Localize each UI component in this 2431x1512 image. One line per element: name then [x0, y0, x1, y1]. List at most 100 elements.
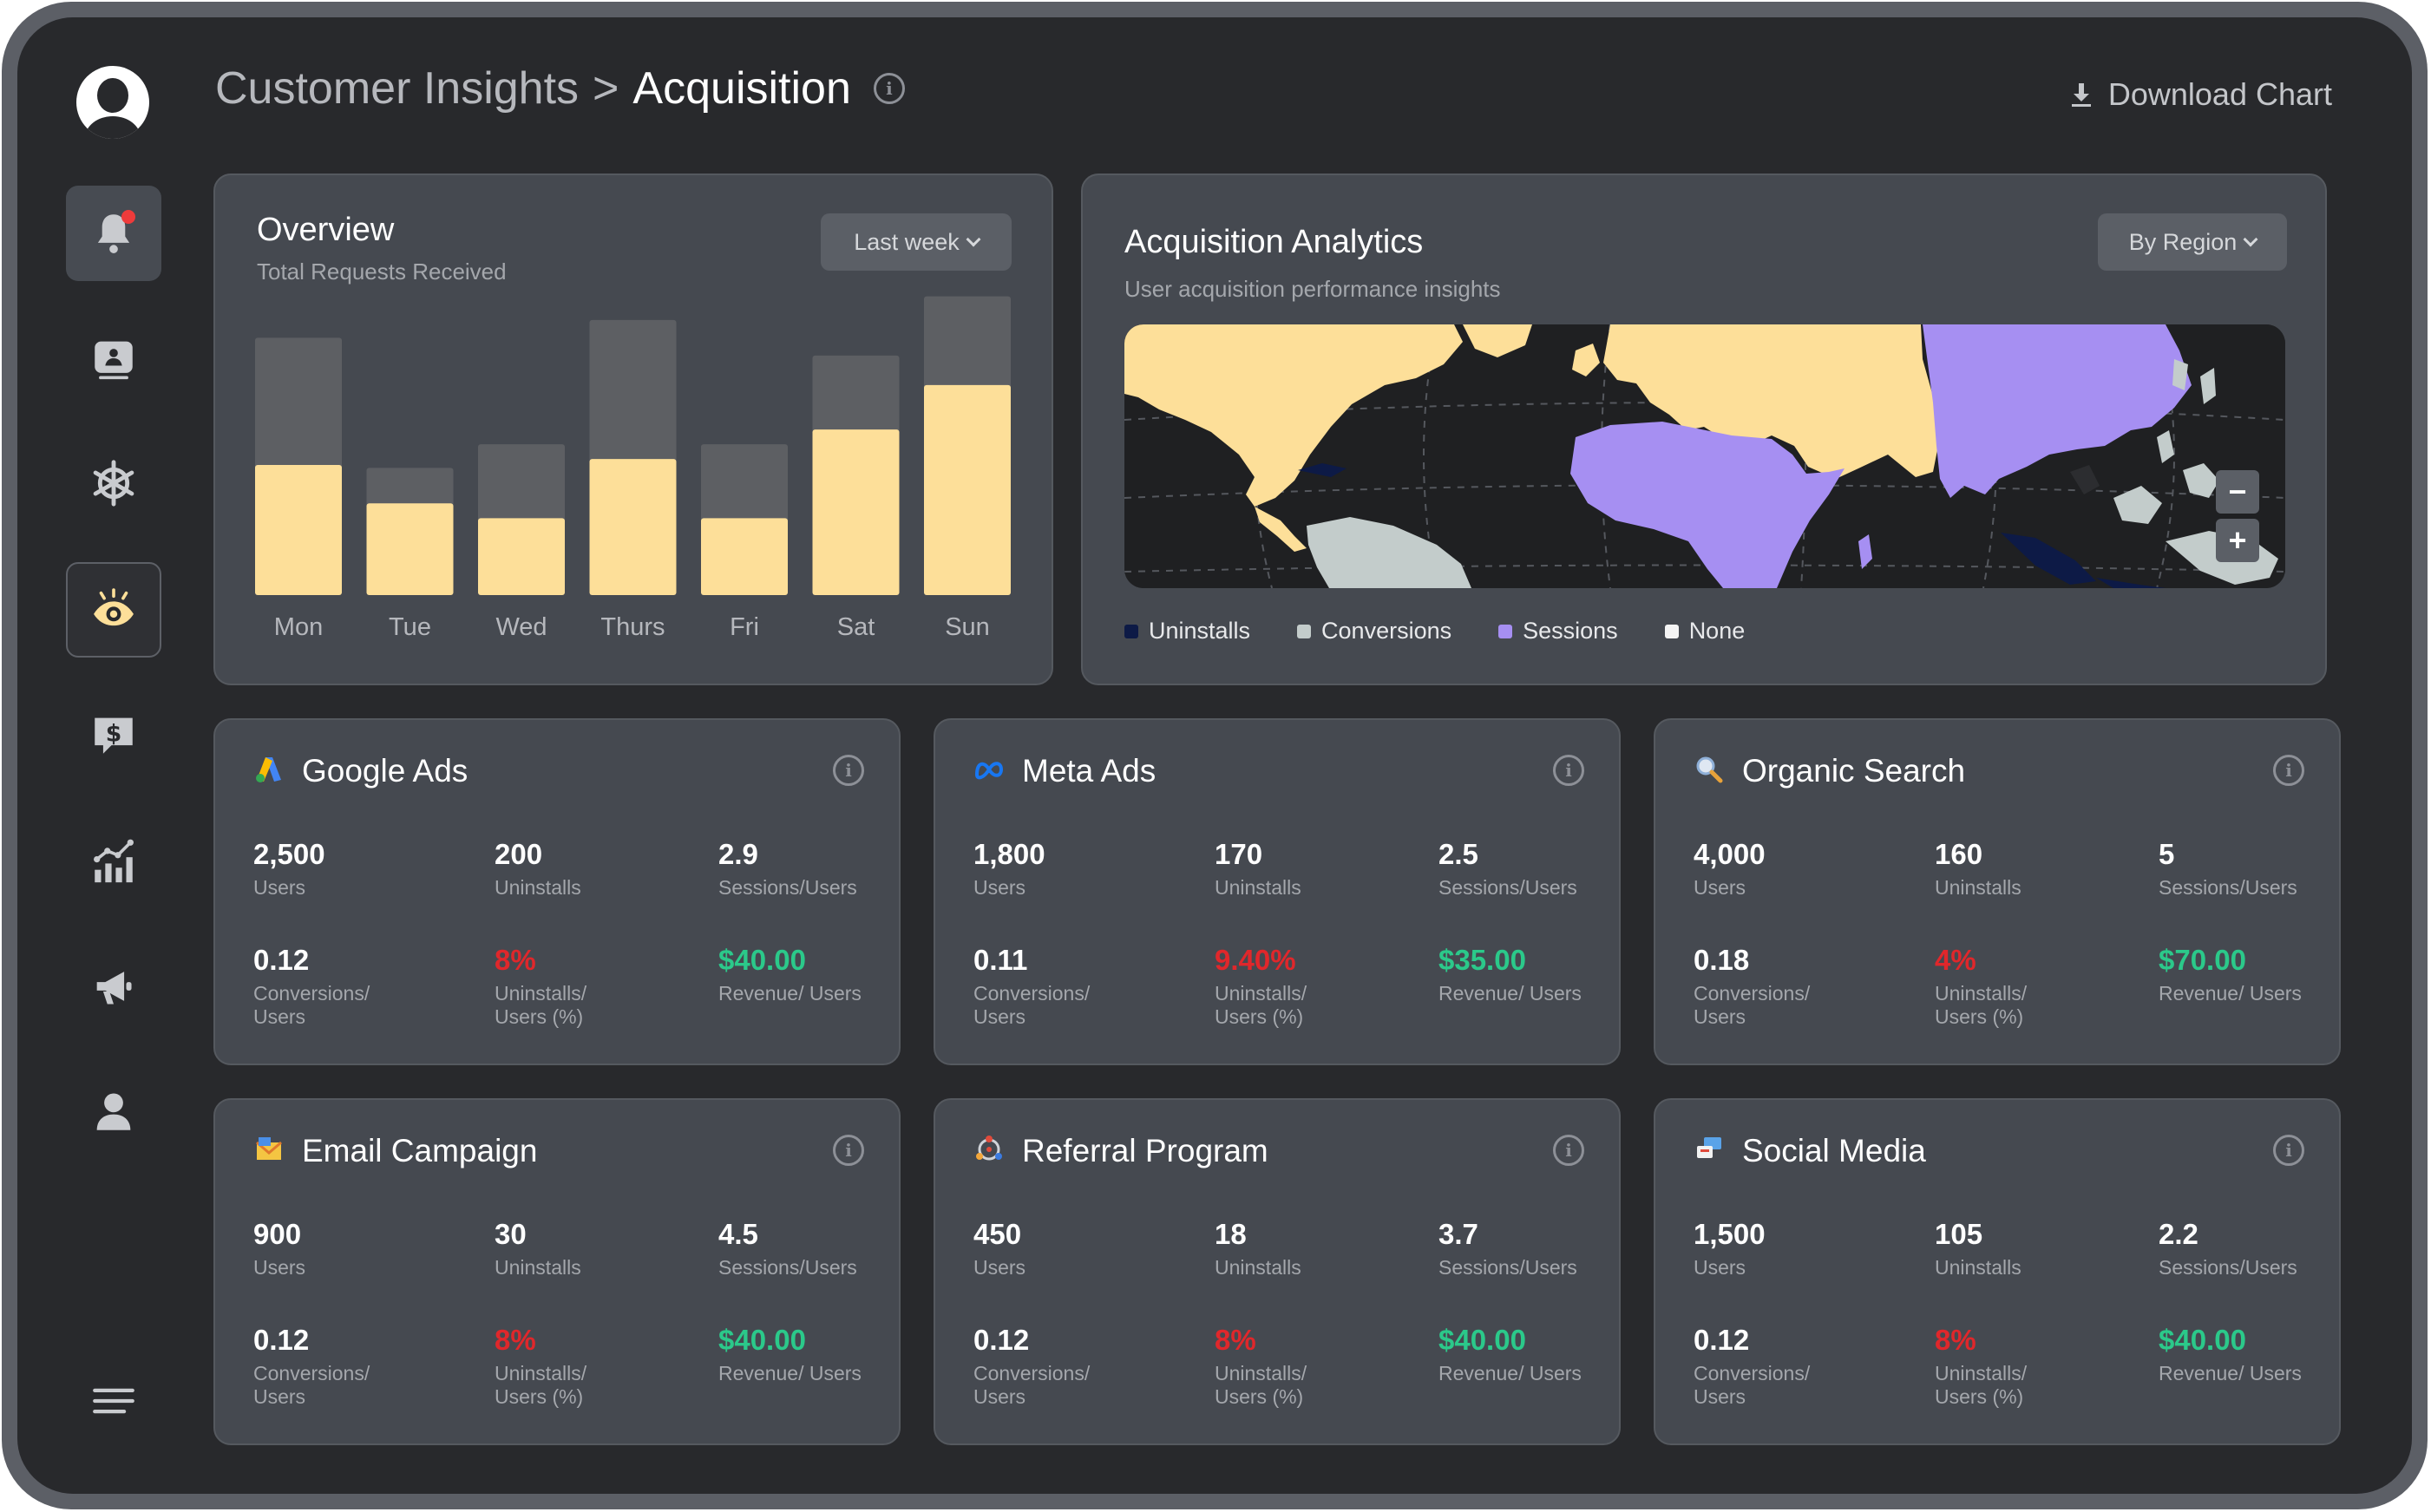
channel-card[interactable]: Organic Search i 4,000 Users 160 Uninsta… [1654, 718, 2341, 1065]
stat-label: Conversions/ Users [1694, 982, 1811, 1028]
breadcrumb-separator: > [593, 63, 619, 114]
stat-uninstalls: 18 Uninstalls [1215, 1218, 1362, 1280]
legend-item-uninstalls[interactable]: Uninstalls [1124, 618, 1250, 645]
range-dropdown[interactable]: Last week [821, 213, 1012, 271]
download-chart-button[interactable]: Download Chart [2070, 76, 2332, 113]
channel-card[interactable]: Social Media i 1,500 Users 105 Uninstall… [1654, 1098, 2341, 1445]
channel-card[interactable]: Email Campaign i 900 Users 30 Uninstalls… [213, 1098, 901, 1445]
stat-users: 900 Users [253, 1218, 401, 1280]
stat-users: 450 Users [973, 1218, 1121, 1280]
x-tick-label: Fri [730, 613, 759, 641]
stat-value: 30 [495, 1218, 527, 1250]
sidebar-item-billing[interactable]: $ [66, 687, 161, 782]
analytics-subtitle: User acquisition performance insights [1124, 276, 1501, 302]
stat-uninstalls: 200 Uninstalls [495, 838, 642, 900]
hamburger-icon [93, 1388, 134, 1414]
stat-conversions-per-user: 0.12 Conversions/ Users [1694, 1324, 1841, 1409]
world-map[interactable]: − + [1124, 324, 2285, 588]
map-region-south-america[interactable] [1307, 517, 1471, 588]
bar-received-sat[interactable] [812, 429, 900, 595]
stat-value: $40.00 [718, 1324, 806, 1356]
bar-received-sun[interactable] [924, 384, 1011, 595]
sidebar-item-profile[interactable] [66, 1064, 161, 1159]
stat-label: Sessions/Users [718, 1256, 857, 1279]
info-icon[interactable]: i [833, 755, 864, 786]
bar-received-tue[interactable] [366, 503, 454, 595]
info-icon[interactable]: i [873, 73, 905, 104]
region-dropdown[interactable]: By Region [2098, 213, 2287, 271]
bar-received-wed[interactable] [478, 518, 565, 595]
legend-item-none[interactable]: None [1664, 618, 1745, 645]
stat-value: $70.00 [2159, 944, 2246, 976]
stat-value: 8% [1215, 1324, 1256, 1356]
map-region-indonesia[interactable] [2001, 533, 2166, 588]
stat-label: Conversions/ Users [973, 982, 1091, 1028]
x-tick-label: Thurs [600, 613, 665, 641]
stat-value: 18 [1215, 1218, 1247, 1250]
sidebar-item-id-card[interactable] [66, 311, 161, 406]
zoom-in-button[interactable]: + [2216, 519, 2259, 562]
legend-swatch [1498, 624, 1513, 638]
legend-label: Uninstalls [1149, 618, 1251, 644]
sidebar-item-helm[interactable] [66, 435, 161, 531]
zoom-out-button[interactable]: − [2216, 470, 2259, 514]
legend-item-conversions[interactable]: Conversions [1297, 618, 1451, 645]
legend-item-sessions[interactable]: Sessions [1498, 618, 1618, 645]
bar-received-mon[interactable] [255, 464, 342, 595]
overview-subtitle: Total Requests Received [257, 259, 507, 285]
channel-card[interactable]: Meta Ads i 1,800 Users 170 Uninstalls 2.… [934, 718, 1621, 1065]
stat-sessions-per-user: 2.2 Sessions/Users [2159, 1218, 2306, 1280]
info-icon[interactable]: i [833, 1135, 864, 1166]
avatar[interactable] [76, 66, 149, 139]
map-region-caribbean[interactable] [1298, 463, 1347, 477]
stat-label: Uninstalls [1935, 1256, 2021, 1279]
magnifier-icon [1694, 754, 1725, 789]
bar-received-thurs[interactable] [589, 459, 677, 595]
stat-label: Users [1694, 1256, 1746, 1279]
stat-value: $35.00 [1438, 944, 1526, 976]
stat-value: 1,800 [973, 838, 1045, 870]
card-header: Email Campaign [253, 1133, 537, 1169]
stat-label: Conversions/ Users [253, 1362, 370, 1408]
stat-users: 2,500 Users [253, 838, 401, 900]
info-icon[interactable]: i [1553, 1135, 1584, 1166]
stat-label: Users [253, 876, 306, 899]
map-region-east-asia[interactable] [1923, 324, 2192, 498]
map-region-africa[interactable] [1570, 422, 1845, 588]
sidebar-item-notifications[interactable] [66, 186, 161, 281]
sidebar-item-campaigns[interactable] [66, 939, 161, 1034]
stat-value: 8% [495, 1324, 536, 1356]
stat-uninstall-rate: 4% Uninstalls/ Users (%) [1935, 944, 2082, 1029]
stat-value: 105 [1935, 1218, 1983, 1250]
bar-received-fri[interactable] [701, 518, 788, 595]
stat-label: Sessions/Users [1438, 876, 1577, 899]
map-region-eurasia[interactable] [1603, 324, 1938, 479]
eye-icon [94, 588, 134, 626]
map-region-north-america[interactable] [1124, 324, 1463, 507]
breadcrumb-parent[interactable]: Customer Insights [215, 63, 580, 114]
stat-value: 8% [495, 944, 536, 976]
sidebar-item-reports[interactable] [66, 814, 161, 909]
menu-button[interactable] [66, 1353, 161, 1449]
stat-label: Uninstalls/ Users (%) [1215, 1362, 1307, 1408]
legend-label: Sessions [1523, 618, 1618, 644]
info-icon[interactable]: i [2273, 755, 2304, 786]
stat-conversions-per-user: 0.12 Conversions/ Users [253, 944, 401, 1029]
stat-label: Uninstalls/ Users (%) [1215, 982, 1307, 1028]
stat-users: 1,500 Users [1694, 1218, 1841, 1280]
dashboard-screen: $ [17, 17, 2412, 1494]
stat-value: 0.11 [973, 944, 1028, 976]
stat-uninstalls: 160 Uninstalls [1935, 838, 2082, 900]
stat-value: 2.2 [2159, 1218, 2198, 1250]
channel-card[interactable]: Google Ads i 2,500 Users 200 Uninstalls … [213, 718, 901, 1065]
legend-swatch [1297, 624, 1312, 638]
x-tick-label: Sun [945, 613, 990, 641]
info-icon[interactable]: i [2273, 1135, 2304, 1166]
stat-label: Uninstalls/ Users (%) [495, 982, 587, 1028]
info-icon[interactable]: i [1553, 755, 1584, 786]
stat-users: 1,800 Users [973, 838, 1121, 900]
sidebar-item-insights[interactable] [66, 562, 161, 658]
channel-card[interactable]: Referral Program i 450 Users 18 Uninstal… [934, 1098, 1621, 1445]
stat-label: Uninstalls/ Users (%) [1935, 982, 2028, 1028]
stat-value: 450 [973, 1218, 1022, 1250]
